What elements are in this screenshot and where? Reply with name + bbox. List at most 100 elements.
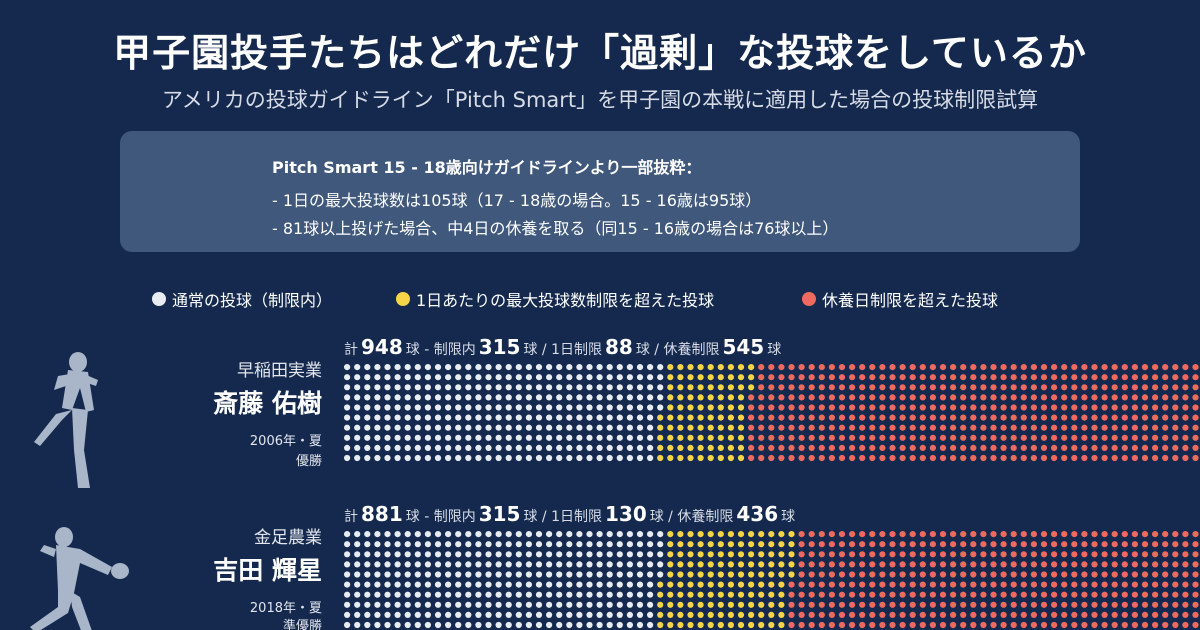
normal-pitch-dot [616,404,623,411]
rest-limit-dot [828,531,835,538]
rest-limit-dot [798,364,805,371]
daily-limit-dot [768,621,775,629]
normal-pitch-dot [566,414,573,421]
rest-limit-dot [1040,571,1048,578]
rest-limit-dot [939,404,947,411]
rest-limit-dot [1000,444,1007,451]
rest-limit-dot [869,571,876,578]
normal-pitch-dot [657,374,664,381]
normal-pitch-dot [525,364,532,371]
legend-label-normal: 通常の投球（制限内） [172,291,333,310]
rest-limit-dot [1121,611,1128,618]
rest-limit-dot [879,531,886,538]
rest-limit-dot [990,541,997,548]
daily-limit-dot [687,561,694,568]
normal-pitch-dot [566,394,573,401]
normal-pitch-dot [647,424,654,431]
rest-limit-dot [859,611,866,618]
normal-pitch-dot [364,581,371,588]
normal-pitch-dot [596,601,603,608]
normal-pitch-dot [626,394,633,401]
daily-limit-dot [758,601,765,608]
normal-pitch-dot [576,551,583,558]
normal-pitch-dot [616,394,623,401]
normal-pitch-dot [606,404,613,411]
normal-pitch-dot [414,364,421,371]
rest-limit-dot [849,551,856,558]
rest-limit-dot [1172,374,1179,381]
normal-pitch-dot [495,541,502,548]
rest-limit-dot [1101,384,1108,391]
rest-limit-dot [1141,384,1149,391]
normal-pitch-dot [495,561,502,568]
normal-pitch-dot [535,581,543,588]
rest-limit-dot [1061,424,1068,431]
rest-limit-dot [960,531,967,538]
normal-pitch-dot [404,591,411,598]
normal-pitch-dot [485,424,492,431]
rest-limit-dot [919,601,926,608]
rest-limit-dot [1061,561,1068,568]
normal-pitch-dot [546,561,553,568]
rest-limit-dot [849,434,856,441]
rest-limit-dot [919,394,926,401]
normal-pitch-dot [606,531,613,538]
rest-limit-dot [1010,404,1017,411]
rest-limit-dot [960,394,967,401]
rest-limit-dot [1162,384,1169,391]
rest-limit-dot [748,454,755,462]
normal-pitch-dot [647,581,654,588]
rest-limit-dot [869,434,876,441]
rest-limit-dot [828,394,835,401]
rest-limit-dot [849,541,856,548]
rest-limit-dot [869,581,876,588]
rest-limit-dot [1091,571,1098,578]
rest-limit-dot [838,601,846,608]
normal-pitch-dot [626,621,633,629]
rest-limit-dot [1081,601,1088,608]
rest-limit-dot [1071,454,1078,462]
stat-rest-value: 436 [736,502,779,526]
daily-limit-dot [727,601,734,608]
normal-pitch-dot [505,414,512,421]
rest-limit-dot [1182,424,1189,431]
rest-limit-dot [1061,591,1068,598]
normal-pitch-dot [475,454,482,462]
rest-limit-dot [1101,374,1108,381]
rest-limit-dot [859,601,866,608]
rest-limit-dot [1081,621,1088,629]
normal-pitch-dot [384,621,391,629]
normal-pitch-dot [475,541,482,548]
rest-limit-dot [1182,394,1189,401]
rest-limit-dot [1192,561,1199,568]
rest-limit-dot [818,374,825,381]
normal-pitch-dot [364,404,371,411]
rest-limit-dot [1172,364,1179,371]
normal-pitch-dot [404,561,411,568]
rest-limit-dot [960,364,967,371]
rest-limit-dot [929,414,937,421]
rest-limit-dot [1040,551,1048,558]
rest-limit-dot [919,444,926,451]
rest-limit-dot [909,571,916,578]
rest-limit-dot [1192,364,1199,371]
normal-pitch-dot [384,541,391,548]
rest-limit-dot [1152,611,1159,618]
rest-limit-dot [849,601,856,608]
rest-limit-dot [1010,601,1017,608]
rest-limit-dot [788,384,795,391]
rest-limit-dot [1061,364,1068,371]
rest-limit-dot [1131,424,1138,431]
normal-pitch-dot [576,364,583,371]
rest-limit-dot [1040,581,1048,588]
rest-limit-dot [1051,591,1058,598]
rest-limit-dot [1000,601,1007,608]
normal-pitch-dot [586,424,593,431]
normal-pitch-dot [525,611,532,618]
rest-limit-dot [1071,394,1078,401]
normal-pitch-dot [515,591,522,598]
rest-limit-dot [1000,541,1007,548]
normal-pitch-dot [556,571,563,578]
rest-limit-dot [990,444,997,451]
rest-limit-dot [1040,444,1048,451]
